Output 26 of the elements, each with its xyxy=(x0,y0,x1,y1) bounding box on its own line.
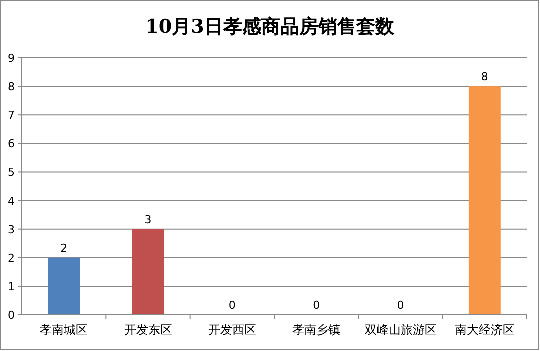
y-tick-label: 9 xyxy=(8,52,15,65)
y-tick-label: 4 xyxy=(8,194,15,208)
x-tick-label: 孝南乡镇 xyxy=(292,323,341,337)
data-label: 0 xyxy=(397,299,404,312)
data-label: 8 xyxy=(481,70,488,84)
data-label: 3 xyxy=(144,213,152,226)
x-tick-label: 双峰山旅游区 xyxy=(364,323,437,337)
bar xyxy=(132,229,164,315)
y-tick-label: 2 xyxy=(8,252,15,265)
data-label: 0 xyxy=(313,299,320,312)
y-tick-label: 1 xyxy=(8,280,15,294)
x-tick-label: 开发西区 xyxy=(208,323,256,337)
bar xyxy=(48,258,80,315)
y-tick-label: 0 xyxy=(8,309,15,322)
bar xyxy=(468,86,501,315)
y-tick-label: 8 xyxy=(8,80,15,94)
x-tick-label: 开发东区 xyxy=(124,323,172,337)
x-tick-label: 孝南城区 xyxy=(40,323,88,337)
y-tick-label: 6 xyxy=(8,138,15,151)
y-tick-label: 7 xyxy=(8,109,15,122)
y-tick-label: 3 xyxy=(8,223,15,236)
data-label: 2 xyxy=(60,242,68,255)
data-label: 0 xyxy=(228,299,236,312)
x-tick-label: 南大经济区 xyxy=(454,323,515,337)
chart-title: 10月3日孝感商品房销售套数 xyxy=(146,16,396,38)
y-tick-label: 5 xyxy=(8,166,15,180)
